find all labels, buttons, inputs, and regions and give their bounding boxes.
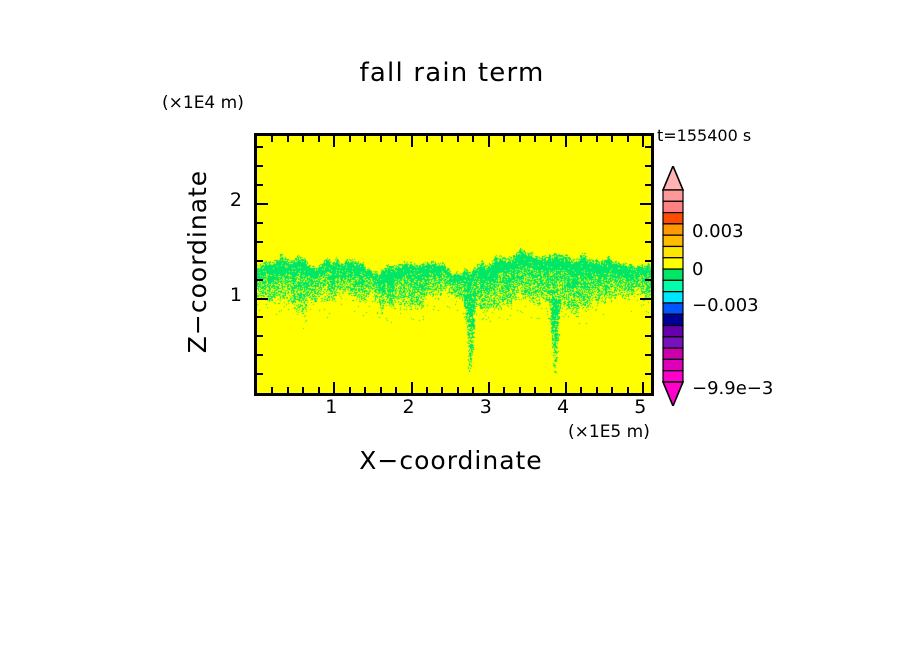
x-major-tick (410, 382, 413, 393)
x-minor-tick (317, 136, 320, 142)
x-major-tick (410, 136, 413, 147)
y-minor-tick (645, 354, 651, 357)
colorbar (661, 166, 685, 406)
x-minor-tick (395, 136, 398, 142)
x-major-tick (565, 382, 568, 393)
x-minor-tick (441, 387, 444, 393)
y-minor-tick (257, 240, 263, 243)
x-minor-tick (379, 387, 382, 393)
x-minor-tick (611, 387, 614, 393)
x-minor-tick (425, 136, 428, 142)
x-minor-tick (364, 136, 367, 142)
x-minor-tick (348, 387, 351, 393)
x-minor-tick (425, 387, 428, 393)
x-minor-tick (364, 387, 367, 393)
x-major-tick (565, 136, 568, 147)
x-minor-tick (271, 136, 274, 142)
y-major-tick (640, 297, 651, 300)
x-tick-label: 3 (479, 396, 492, 418)
y-minor-tick (257, 278, 263, 281)
x-minor-tick (580, 387, 583, 393)
x-minor-tick (626, 387, 629, 393)
x-minor-tick (549, 136, 552, 142)
y-minor-tick (645, 259, 651, 262)
colorbar-tick-label: −0.003 (692, 295, 759, 316)
colorbar-tick-label: −9.9e−3 (692, 378, 774, 399)
x-minor-tick (580, 136, 583, 142)
x-minor-tick (302, 136, 305, 142)
y-axis-unit-label: (×1E4 m) (162, 93, 244, 113)
x-minor-tick (611, 136, 614, 142)
x-minor-tick (348, 136, 351, 142)
x-minor-tick (472, 387, 475, 393)
y-minor-tick (257, 354, 263, 357)
y-tick-label: 2 (229, 189, 242, 212)
x-minor-tick (503, 387, 506, 393)
y-axis-title: Z−coordinate (183, 169, 212, 354)
x-minor-tick (518, 136, 521, 142)
y-major-tick (640, 203, 651, 206)
y-minor-tick (645, 316, 651, 319)
y-minor-tick (645, 165, 651, 168)
plot-area (254, 133, 654, 396)
x-minor-tick (456, 136, 459, 142)
x-tick-label: 2 (402, 396, 415, 418)
y-minor-tick (645, 278, 651, 281)
y-minor-tick (257, 373, 263, 376)
x-minor-tick (518, 387, 521, 393)
y-minor-tick (257, 184, 263, 187)
y-minor-tick (645, 373, 651, 376)
x-minor-tick (395, 387, 398, 393)
y-tick-label: 1 (229, 283, 242, 306)
x-minor-tick (302, 387, 305, 393)
y-minor-tick (645, 221, 651, 224)
x-major-tick (487, 136, 490, 147)
colorbar-tick-label: 0 (692, 259, 704, 280)
y-minor-tick (257, 335, 263, 338)
x-tick-label: 4 (556, 396, 570, 418)
y-minor-tick (257, 165, 263, 168)
x-minor-tick (317, 387, 320, 393)
x-minor-tick (534, 387, 537, 393)
y-minor-tick (257, 259, 263, 262)
x-minor-tick (626, 136, 629, 142)
y-minor-tick (257, 146, 263, 149)
x-minor-tick (472, 136, 475, 142)
x-minor-tick (271, 387, 274, 393)
timestamp-annotation: t=155400 s (657, 126, 752, 145)
x-minor-tick (503, 136, 506, 142)
chart-title: fall rain term (359, 58, 545, 88)
x-major-tick (487, 382, 490, 393)
x-axis-unit-label: (×1E5 m) (568, 422, 650, 442)
x-minor-tick (286, 387, 289, 393)
x-minor-tick (379, 136, 382, 142)
y-minor-tick (645, 146, 651, 149)
x-minor-tick (441, 136, 444, 142)
y-minor-tick (257, 221, 263, 224)
y-major-tick (257, 203, 268, 206)
y-major-tick (257, 297, 268, 300)
x-minor-tick (286, 136, 289, 142)
x-major-tick (642, 382, 645, 393)
x-major-tick (642, 136, 645, 147)
y-minor-tick (645, 240, 651, 243)
x-minor-tick (549, 387, 552, 393)
colorbar-tick-label: 0.003 (692, 221, 744, 242)
x-tick-label: 5 (634, 396, 647, 418)
y-minor-tick (645, 184, 651, 187)
y-minor-tick (257, 316, 263, 319)
x-minor-tick (534, 136, 537, 142)
heatmap-field (257, 136, 651, 393)
x-minor-tick (595, 387, 598, 393)
x-minor-tick (595, 136, 598, 142)
x-major-tick (333, 382, 336, 393)
x-axis-title: X−coordinate (359, 446, 543, 475)
y-minor-tick (645, 335, 651, 338)
x-major-tick (333, 136, 336, 147)
x-tick-label: 1 (325, 396, 338, 418)
x-minor-tick (456, 387, 459, 393)
